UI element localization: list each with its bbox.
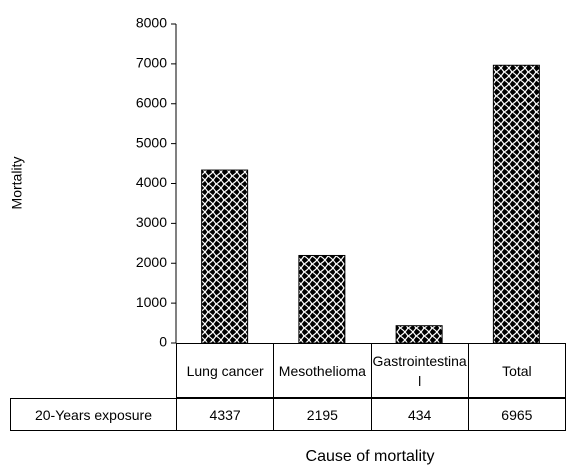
y-tick-label: 1000 (136, 294, 167, 310)
y-tick-label: 0 (159, 334, 167, 350)
data-cell: 4337 (176, 398, 275, 431)
y-tick-label: 2000 (136, 254, 167, 270)
series-name: 20-Years exposure (10, 398, 177, 431)
bar (298, 254, 346, 344)
bar (492, 64, 540, 344)
category-label: Mesothelioma (273, 343, 372, 398)
y-tick-label: 8000 (136, 15, 167, 31)
data-cell: 434 (370, 398, 469, 431)
x-axis-title: Cause of mortality (306, 448, 435, 465)
bar (201, 169, 249, 344)
y-tick-label: 4000 (136, 174, 167, 190)
y-tick-label: 5000 (136, 134, 167, 150)
y-axis-title: Mortality (9, 157, 25, 210)
data-cell: 6965 (467, 398, 566, 431)
y-tick-label: 3000 (136, 214, 167, 230)
category-label: Total (467, 343, 566, 398)
data-cell: 2195 (273, 398, 372, 431)
category-label: Gastrointestinal (370, 343, 469, 398)
bar (395, 325, 443, 344)
y-tick-label: 6000 (136, 94, 167, 110)
category-label: Lung cancer (176, 343, 275, 398)
y-tick-label: 7000 (136, 55, 167, 71)
